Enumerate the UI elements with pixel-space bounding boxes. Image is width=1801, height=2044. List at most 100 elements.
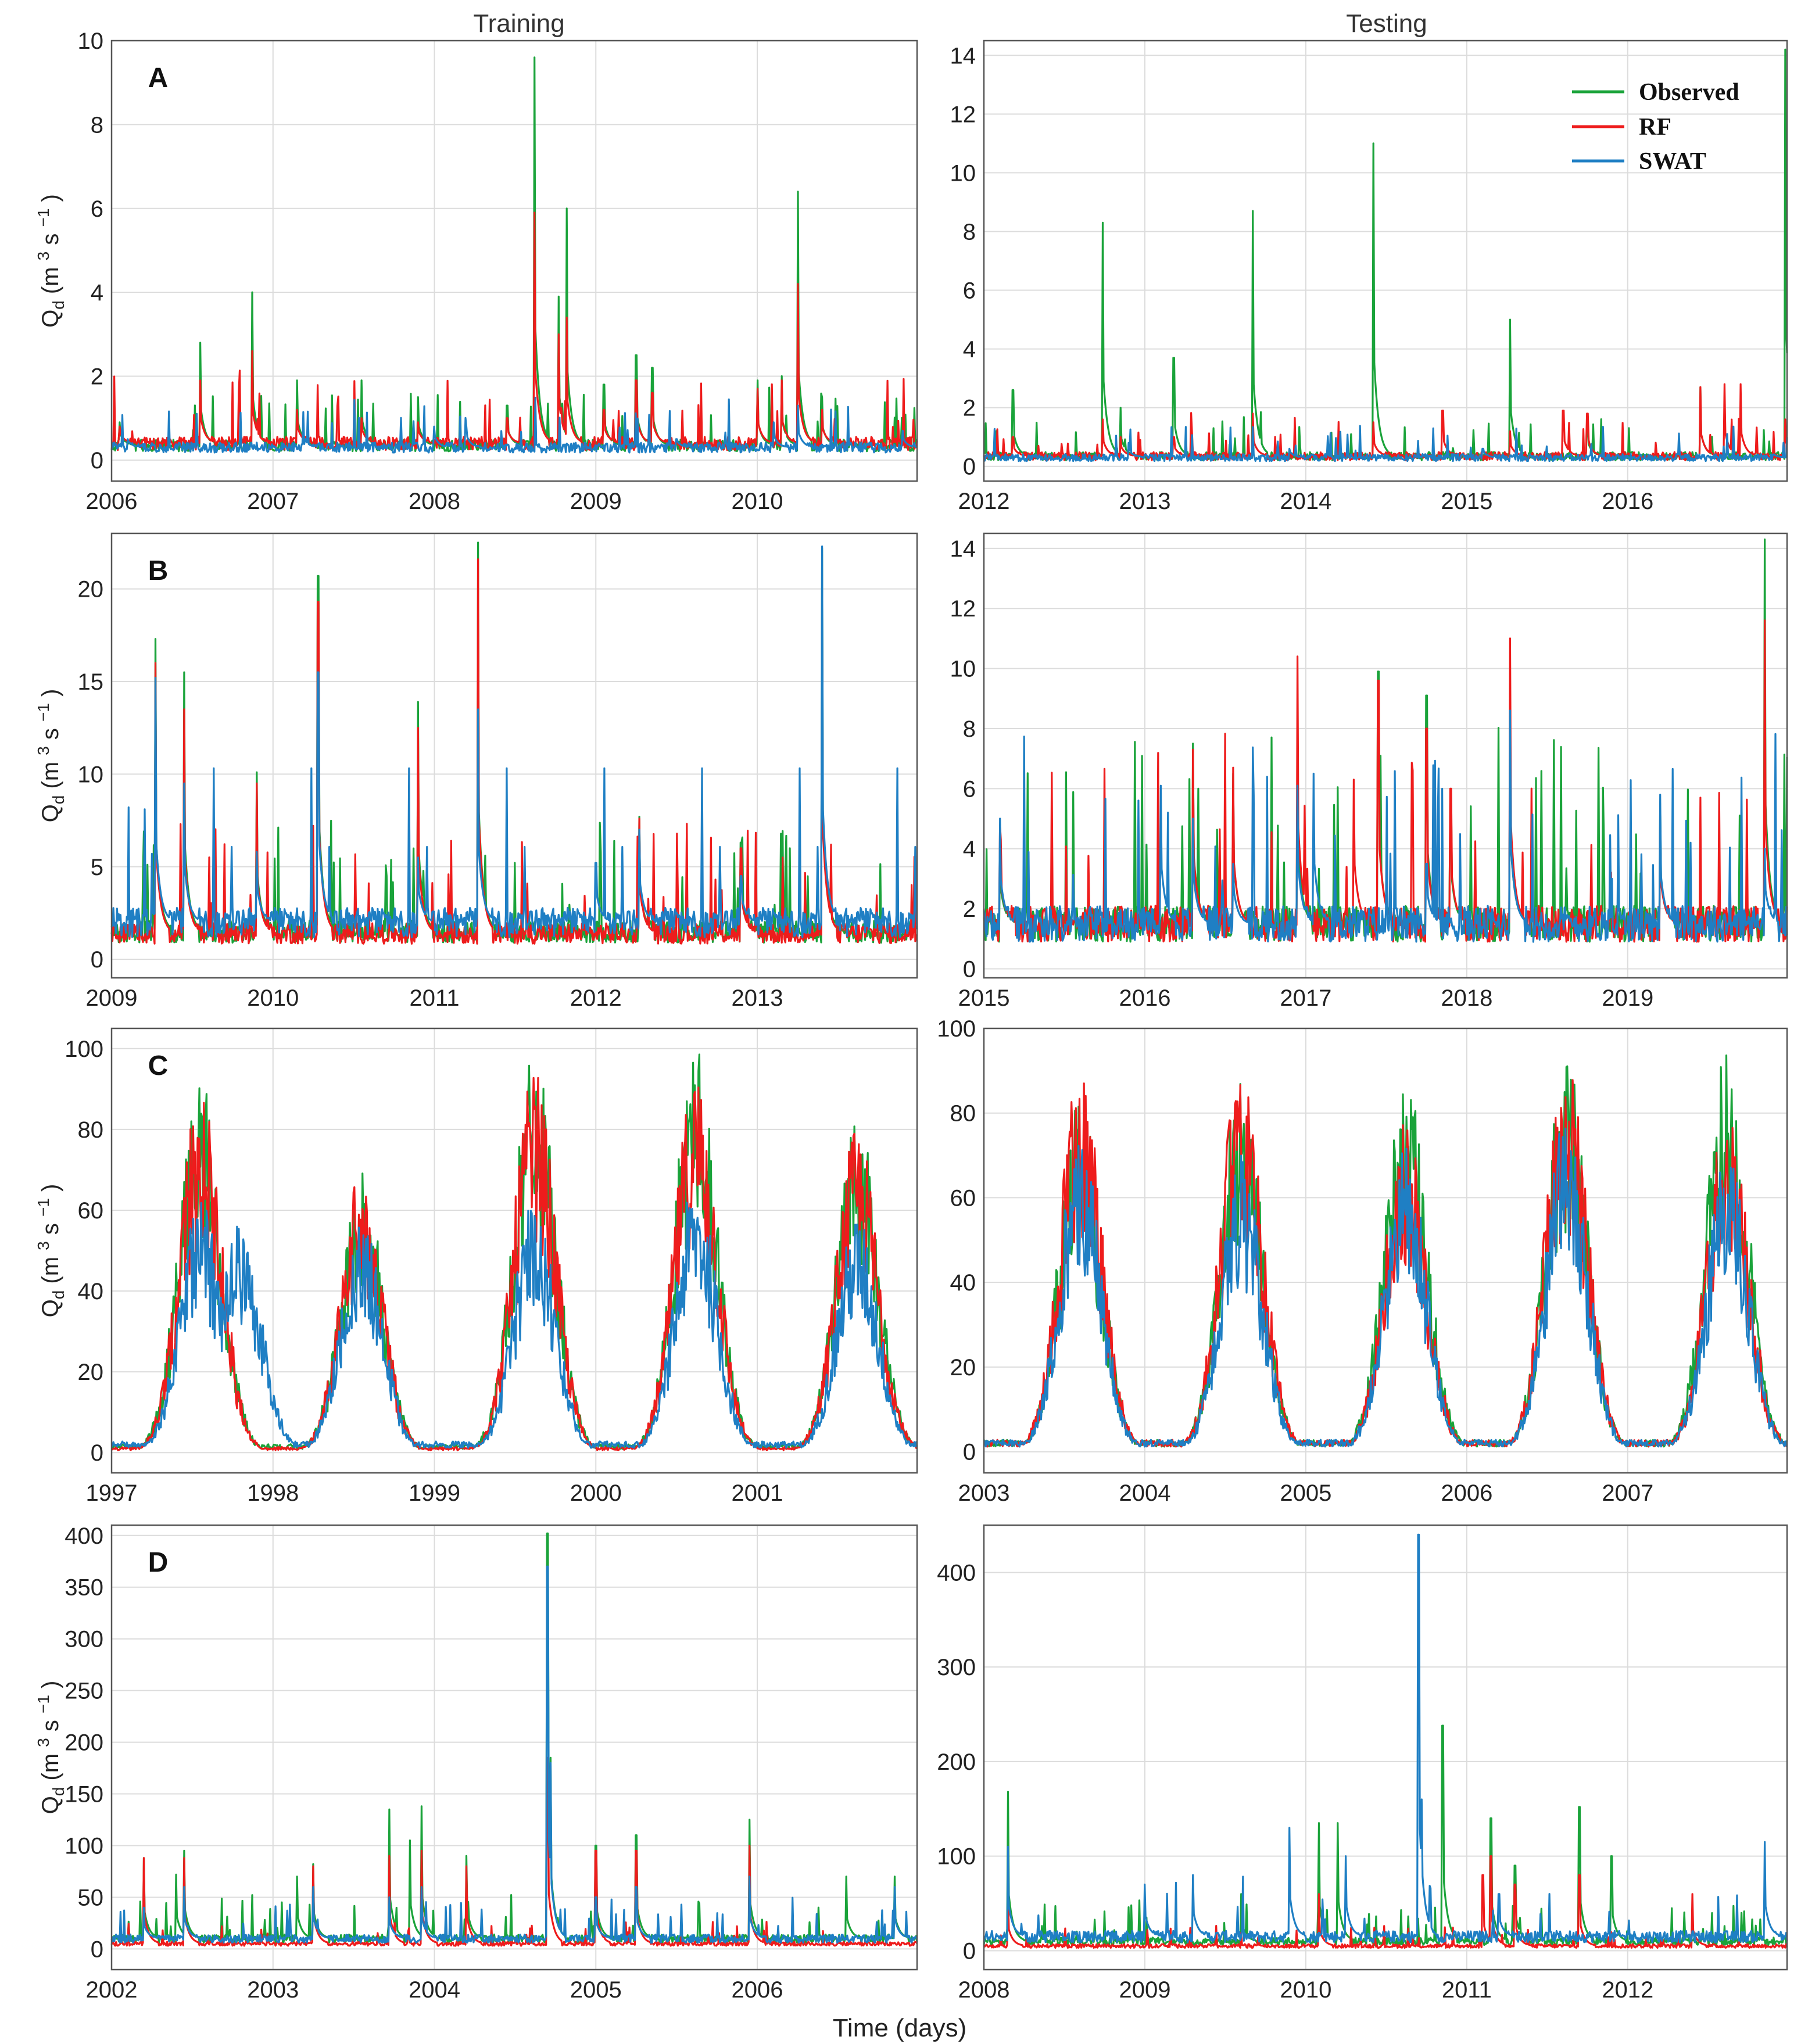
y-tick-label: 80 — [950, 1101, 976, 1127]
legend-label-rf: RF — [1639, 114, 1671, 141]
x-tick-label: 2011 — [1442, 1977, 1492, 2003]
panel-letter: A — [148, 63, 169, 94]
x-tick-label: 1999 — [409, 1480, 460, 1506]
series-line-swat — [110, 545, 918, 938]
x-tick-label: 2013 — [1119, 489, 1170, 514]
x-tick-label: 2004 — [409, 1977, 460, 2003]
x-tick-label: 2016 — [1602, 489, 1653, 514]
y-tick-label: 200 — [65, 1730, 103, 1756]
plot-frame — [983, 40, 1788, 482]
y-tick-label: 200 — [937, 1749, 976, 1775]
series-line-rf — [110, 211, 918, 451]
column-title-testing: Testing — [1346, 9, 1427, 38]
y-tick-label: 40 — [950, 1270, 976, 1296]
y-tick-label: 4 — [963, 837, 976, 862]
plot-frame — [110, 1027, 918, 1474]
chart-panel-7: 2002 2003 2004 2005 2006 0 50 100 150 200 250 300 35… — [34, 1523, 918, 2003]
y-tick-label: 6 — [963, 278, 976, 304]
y-tick-label: 4 — [91, 280, 103, 306]
x-tick-label: 2015 — [1441, 489, 1492, 514]
plot-frame — [983, 532, 1788, 979]
y-tick-label: 40 — [78, 1279, 104, 1304]
chart-panel-1: 2006 2007 2008 2009 2010 0 2 4 6 8 10 A Qd (m 3 s −1… — [34, 28, 918, 514]
series-line-rf — [111, 1077, 918, 1451]
chart-panel-4: 2015 2016 2017 2018 2019 0 2 4 6 8 10 12 14 — [950, 532, 1788, 1011]
x-axis-label: Time (days) — [833, 2014, 967, 2042]
series-line-swat — [983, 1533, 1788, 1943]
x-tick-label: 2018 — [1441, 985, 1492, 1011]
legend: Observed RF SWAT — [1572, 79, 1739, 175]
y-tick-label: 150 — [65, 1782, 103, 1808]
y-tick-label: 4 — [963, 337, 976, 363]
y-tick-label: 10 — [950, 160, 976, 186]
series-line-rf — [111, 558, 918, 945]
series-line-swat — [983, 1127, 1788, 1448]
y-axis-label: Qd (m 3 s −1 ) — [34, 1184, 67, 1318]
y-tick-label: 0 — [91, 1440, 103, 1466]
plot-frame — [110, 532, 918, 979]
x-tick-label: 2016 — [1119, 985, 1170, 1011]
x-tick-label: 2010 — [732, 489, 783, 514]
x-tick-label: 2003 — [958, 1480, 1010, 1506]
series-line-swat — [110, 396, 918, 454]
x-tick-label: 2000 — [570, 1480, 622, 1506]
y-tick-label: 5 — [91, 855, 103, 880]
y-tick-label: 60 — [78, 1198, 104, 1224]
y-tick-label: 250 — [65, 1679, 103, 1704]
y-tick-label: 0 — [91, 947, 103, 973]
y-tick-label: 8 — [963, 219, 976, 245]
series-line-rf — [110, 1756, 918, 1947]
column-title-training: Training — [473, 9, 564, 38]
y-axis-label: Qd (m 3 s −1 ) — [34, 689, 67, 823]
x-tick-label: 1997 — [86, 1480, 138, 1506]
y-tick-label: 0 — [963, 1938, 976, 1964]
y-tick-label: 60 — [950, 1185, 976, 1211]
legend-label-observed: Observed — [1639, 79, 1739, 106]
x-tick-label: 2007 — [1602, 1480, 1653, 1506]
x-tick-label: 2010 — [247, 985, 299, 1011]
y-tick-label: 0 — [91, 1937, 103, 1962]
y-tick-label: 20 — [78, 1360, 104, 1385]
chart-panel-3: 2009 2010 2011 2012 2013 0 5 10 15 20 B Qd (m 3 s −… — [34, 532, 918, 1011]
x-tick-label: 2013 — [732, 985, 783, 1011]
x-tick-label: 2006 — [1441, 1480, 1492, 1506]
y-tick-label: 2 — [963, 396, 976, 421]
y-tick-label: 14 — [950, 536, 976, 562]
y-tick-label: 20 — [78, 577, 104, 603]
plot-frame — [110, 1524, 918, 1971]
y-axis-label: Qd (m 3 s −1 ) — [34, 1681, 67, 1815]
y-tick-label: 400 — [937, 1560, 976, 1586]
plot-area — [112, 1525, 917, 1970]
y-tick-label: 2 — [91, 364, 103, 390]
x-tick-label: 2002 — [86, 1977, 138, 2003]
y-tick-label: 0 — [963, 454, 976, 480]
y-tick-label: 10 — [78, 28, 104, 54]
y-tick-label: 100 — [937, 1844, 976, 1870]
plot-frame — [983, 1524, 1788, 1971]
y-axis-label: Qd (m 3 s −1 ) — [34, 194, 67, 328]
x-tick-label: 2006 — [732, 1977, 783, 2003]
plot-area — [984, 1525, 1787, 1970]
x-tick-label: 2001 — [732, 1480, 783, 1506]
x-tick-label: 2012 — [958, 489, 1010, 514]
panel-letter: D — [148, 1547, 169, 1578]
plot-area — [984, 41, 1787, 481]
x-tick-label: 2014 — [1280, 489, 1331, 514]
panel-letter: C — [148, 1050, 169, 1081]
y-tick-label: 300 — [937, 1655, 976, 1680]
y-tick-label: 12 — [950, 596, 976, 622]
y-tick-label: 6 — [91, 196, 103, 222]
x-tick-label: 2019 — [1602, 985, 1653, 1011]
x-tick-label: 2011 — [410, 985, 460, 1011]
x-tick-label: 2015 — [958, 985, 1010, 1011]
y-tick-label: 0 — [963, 1440, 976, 1465]
chart-panel-2: 2012 2013 2014 2015 2016 0 2 4 6 8 10 12 14 — [950, 40, 1788, 514]
x-tick-label: 2009 — [1119, 1977, 1170, 2003]
x-tick-label: 2008 — [958, 1977, 1010, 2003]
y-tick-label: 80 — [78, 1117, 104, 1143]
x-tick-label: 2009 — [570, 489, 622, 514]
x-tick-label: 2012 — [570, 985, 622, 1011]
y-tick-label: 15 — [78, 669, 104, 695]
y-tick-label: 50 — [78, 1885, 104, 1910]
